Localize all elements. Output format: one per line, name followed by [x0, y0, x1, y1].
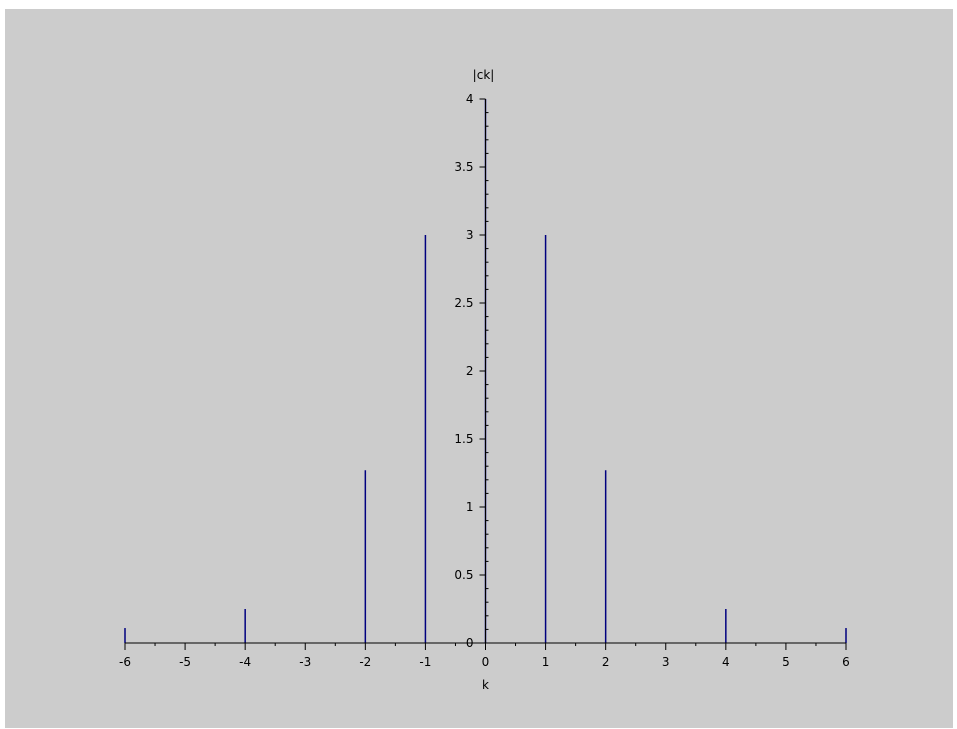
y-tick-label: 2.5: [454, 296, 473, 310]
y-tick-label: 2: [466, 364, 474, 378]
x-tick-label: -3: [299, 655, 311, 669]
labels-group: |ck| k -6 -5 -4 -3 -2 -1 0 1 2 3 4 5 6 0 0.5 1 1.5 2 2.5 3 3…: [119, 68, 850, 692]
x-tick-label: -1: [419, 655, 431, 669]
y-tick-label: 3.5: [454, 160, 473, 174]
x-tick-label: 3: [662, 655, 670, 669]
x-tick-label: 6: [842, 655, 850, 669]
x-tick-label: 2: [602, 655, 610, 669]
y-tick-label: 0: [466, 636, 474, 650]
y-tick-label: 3: [466, 228, 474, 242]
y-tick-label: 1.5: [454, 432, 473, 446]
x-axis-label: k: [482, 678, 489, 692]
x-tick-label: 4: [722, 655, 730, 669]
x-tick-label: 0: [482, 655, 490, 669]
x-tick-label: -2: [359, 655, 371, 669]
x-tick-label: 5: [782, 655, 790, 669]
x-tick-label: 1: [542, 655, 550, 669]
y-tick-label: 0.5: [454, 568, 473, 582]
x-tick-label: -6: [119, 655, 131, 669]
x-tick-label: -4: [239, 655, 251, 669]
stem-plot: |ck| k -6 -5 -4 -3 -2 -1 0 1 2 3 4 5 6 0 0.5 1 1.5 2 2.5 3 3…: [119, 68, 850, 692]
y-tick-label: 1: [466, 500, 474, 514]
y-tick-label: 4: [466, 92, 474, 106]
axes-group: [124, 98, 847, 650]
y-axis-label: |ck|: [473, 68, 495, 82]
x-tick-label: -5: [179, 655, 191, 669]
chart-figure: |ck| k -6 -5 -4 -3 -2 -1 0 1 2 3 4 5 6 0 0.5 1 1.5 2 2.5 3 3…: [5, 9, 953, 728]
